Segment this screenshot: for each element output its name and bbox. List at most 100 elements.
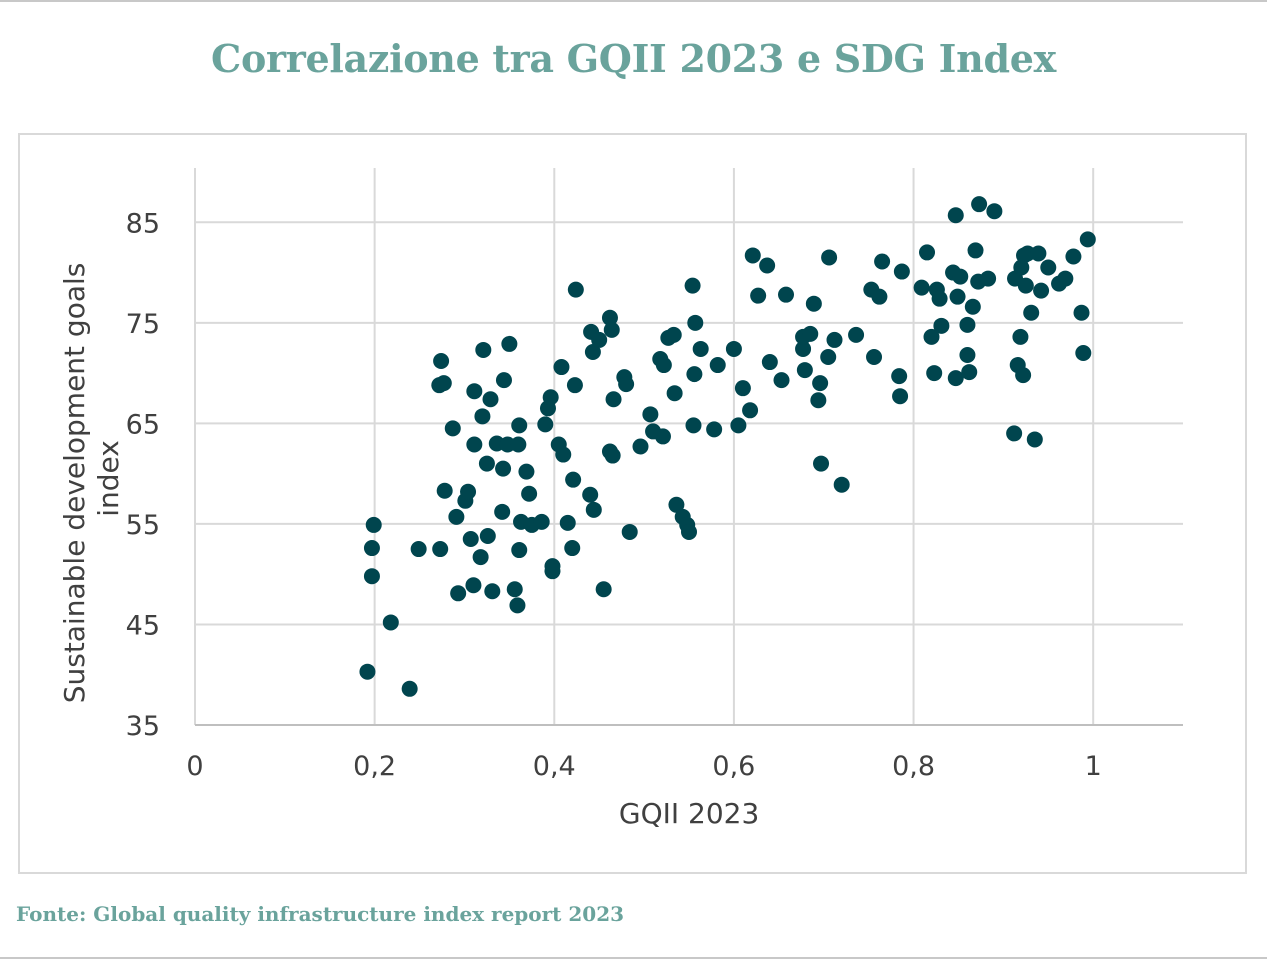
data-point <box>959 316 976 333</box>
data-point <box>484 583 501 600</box>
data-point <box>564 540 581 557</box>
data-point <box>495 460 512 477</box>
data-point <box>773 372 790 389</box>
data-point <box>1075 344 1092 361</box>
data-point <box>555 446 572 463</box>
data-point <box>706 421 723 438</box>
data-point <box>475 341 492 358</box>
data-point <box>621 523 638 540</box>
data-point <box>796 362 813 379</box>
data-point <box>1012 328 1029 345</box>
data-point <box>871 288 888 305</box>
data-point <box>410 541 427 558</box>
data-point <box>926 365 943 382</box>
data-point <box>687 314 704 331</box>
data-point <box>1030 245 1047 262</box>
data-point <box>892 388 909 405</box>
data-point <box>603 321 620 338</box>
data-point <box>833 476 850 493</box>
source-note: Fonte: Global quality infrastructure ind… <box>16 902 625 926</box>
data-point <box>1040 259 1057 276</box>
data-point <box>931 290 948 307</box>
data-point <box>820 349 837 366</box>
data-point <box>730 417 747 434</box>
data-point <box>986 203 1003 220</box>
data-point <box>585 501 602 518</box>
data-point <box>684 277 701 294</box>
data-point <box>363 540 380 557</box>
data-point <box>750 287 767 304</box>
data-point <box>494 503 511 520</box>
data-points <box>359 196 1096 697</box>
data-point <box>1079 231 1096 248</box>
data-point <box>478 455 495 472</box>
data-point <box>742 402 759 419</box>
data-point <box>654 428 671 445</box>
data-point <box>874 253 891 270</box>
data-point <box>544 563 561 580</box>
data-point <box>949 288 966 305</box>
bottom-divider <box>0 957 1267 959</box>
data-point <box>971 196 988 213</box>
data-point <box>382 614 399 631</box>
data-point <box>734 380 751 397</box>
data-point <box>521 485 538 502</box>
data-point <box>605 391 622 408</box>
data-point <box>565 471 582 488</box>
data-point <box>595 581 612 598</box>
data-point <box>474 408 491 425</box>
data-point <box>761 354 778 371</box>
data-point <box>642 406 659 423</box>
x-tick-labels: 0 0,2 0,4 0,6 0,8 1 <box>186 751 1101 782</box>
data-point <box>802 325 819 342</box>
data-point <box>655 357 672 374</box>
y-tick-label: 55 <box>126 510 160 541</box>
data-point <box>582 486 599 503</box>
data-point <box>891 368 908 385</box>
data-point <box>433 353 450 370</box>
data-point <box>1073 304 1090 321</box>
data-point <box>959 346 976 363</box>
y-tick-label: 65 <box>126 409 160 440</box>
data-point <box>537 416 554 433</box>
top-divider <box>0 0 1267 2</box>
data-point <box>542 389 559 406</box>
data-point <box>436 482 453 499</box>
data-point <box>952 268 969 285</box>
data-point <box>810 392 827 409</box>
data-point <box>961 364 978 381</box>
data-point <box>401 680 418 697</box>
data-point <box>567 281 584 298</box>
data-point <box>709 357 726 374</box>
data-point <box>913 279 930 296</box>
data-point <box>685 417 702 434</box>
data-point <box>591 331 608 348</box>
data-point <box>482 391 499 408</box>
data-point <box>848 326 865 343</box>
data-point <box>435 375 452 392</box>
data-point <box>813 455 830 472</box>
data-point <box>553 359 570 376</box>
data-point <box>967 242 984 259</box>
data-point <box>533 513 550 530</box>
data-point <box>450 585 467 602</box>
x-tick-label: 0,8 <box>892 751 935 782</box>
data-point <box>506 581 523 598</box>
data-point <box>466 436 483 453</box>
data-point <box>795 340 812 357</box>
x-tick-label: 0 <box>186 751 203 782</box>
x-tick-label: 1 <box>1085 751 1102 782</box>
data-point <box>462 530 479 547</box>
data-point <box>980 270 997 287</box>
data-point <box>604 447 621 464</box>
data-point <box>601 309 618 326</box>
data-point <box>618 376 635 393</box>
data-point <box>509 597 526 614</box>
data-point <box>812 375 829 392</box>
data-point <box>501 335 518 352</box>
data-point <box>821 249 838 266</box>
x-tick-label: 0,2 <box>353 751 396 782</box>
data-point <box>923 328 940 345</box>
y-axis-title-line-2: index <box>92 440 125 517</box>
data-point <box>365 516 382 533</box>
